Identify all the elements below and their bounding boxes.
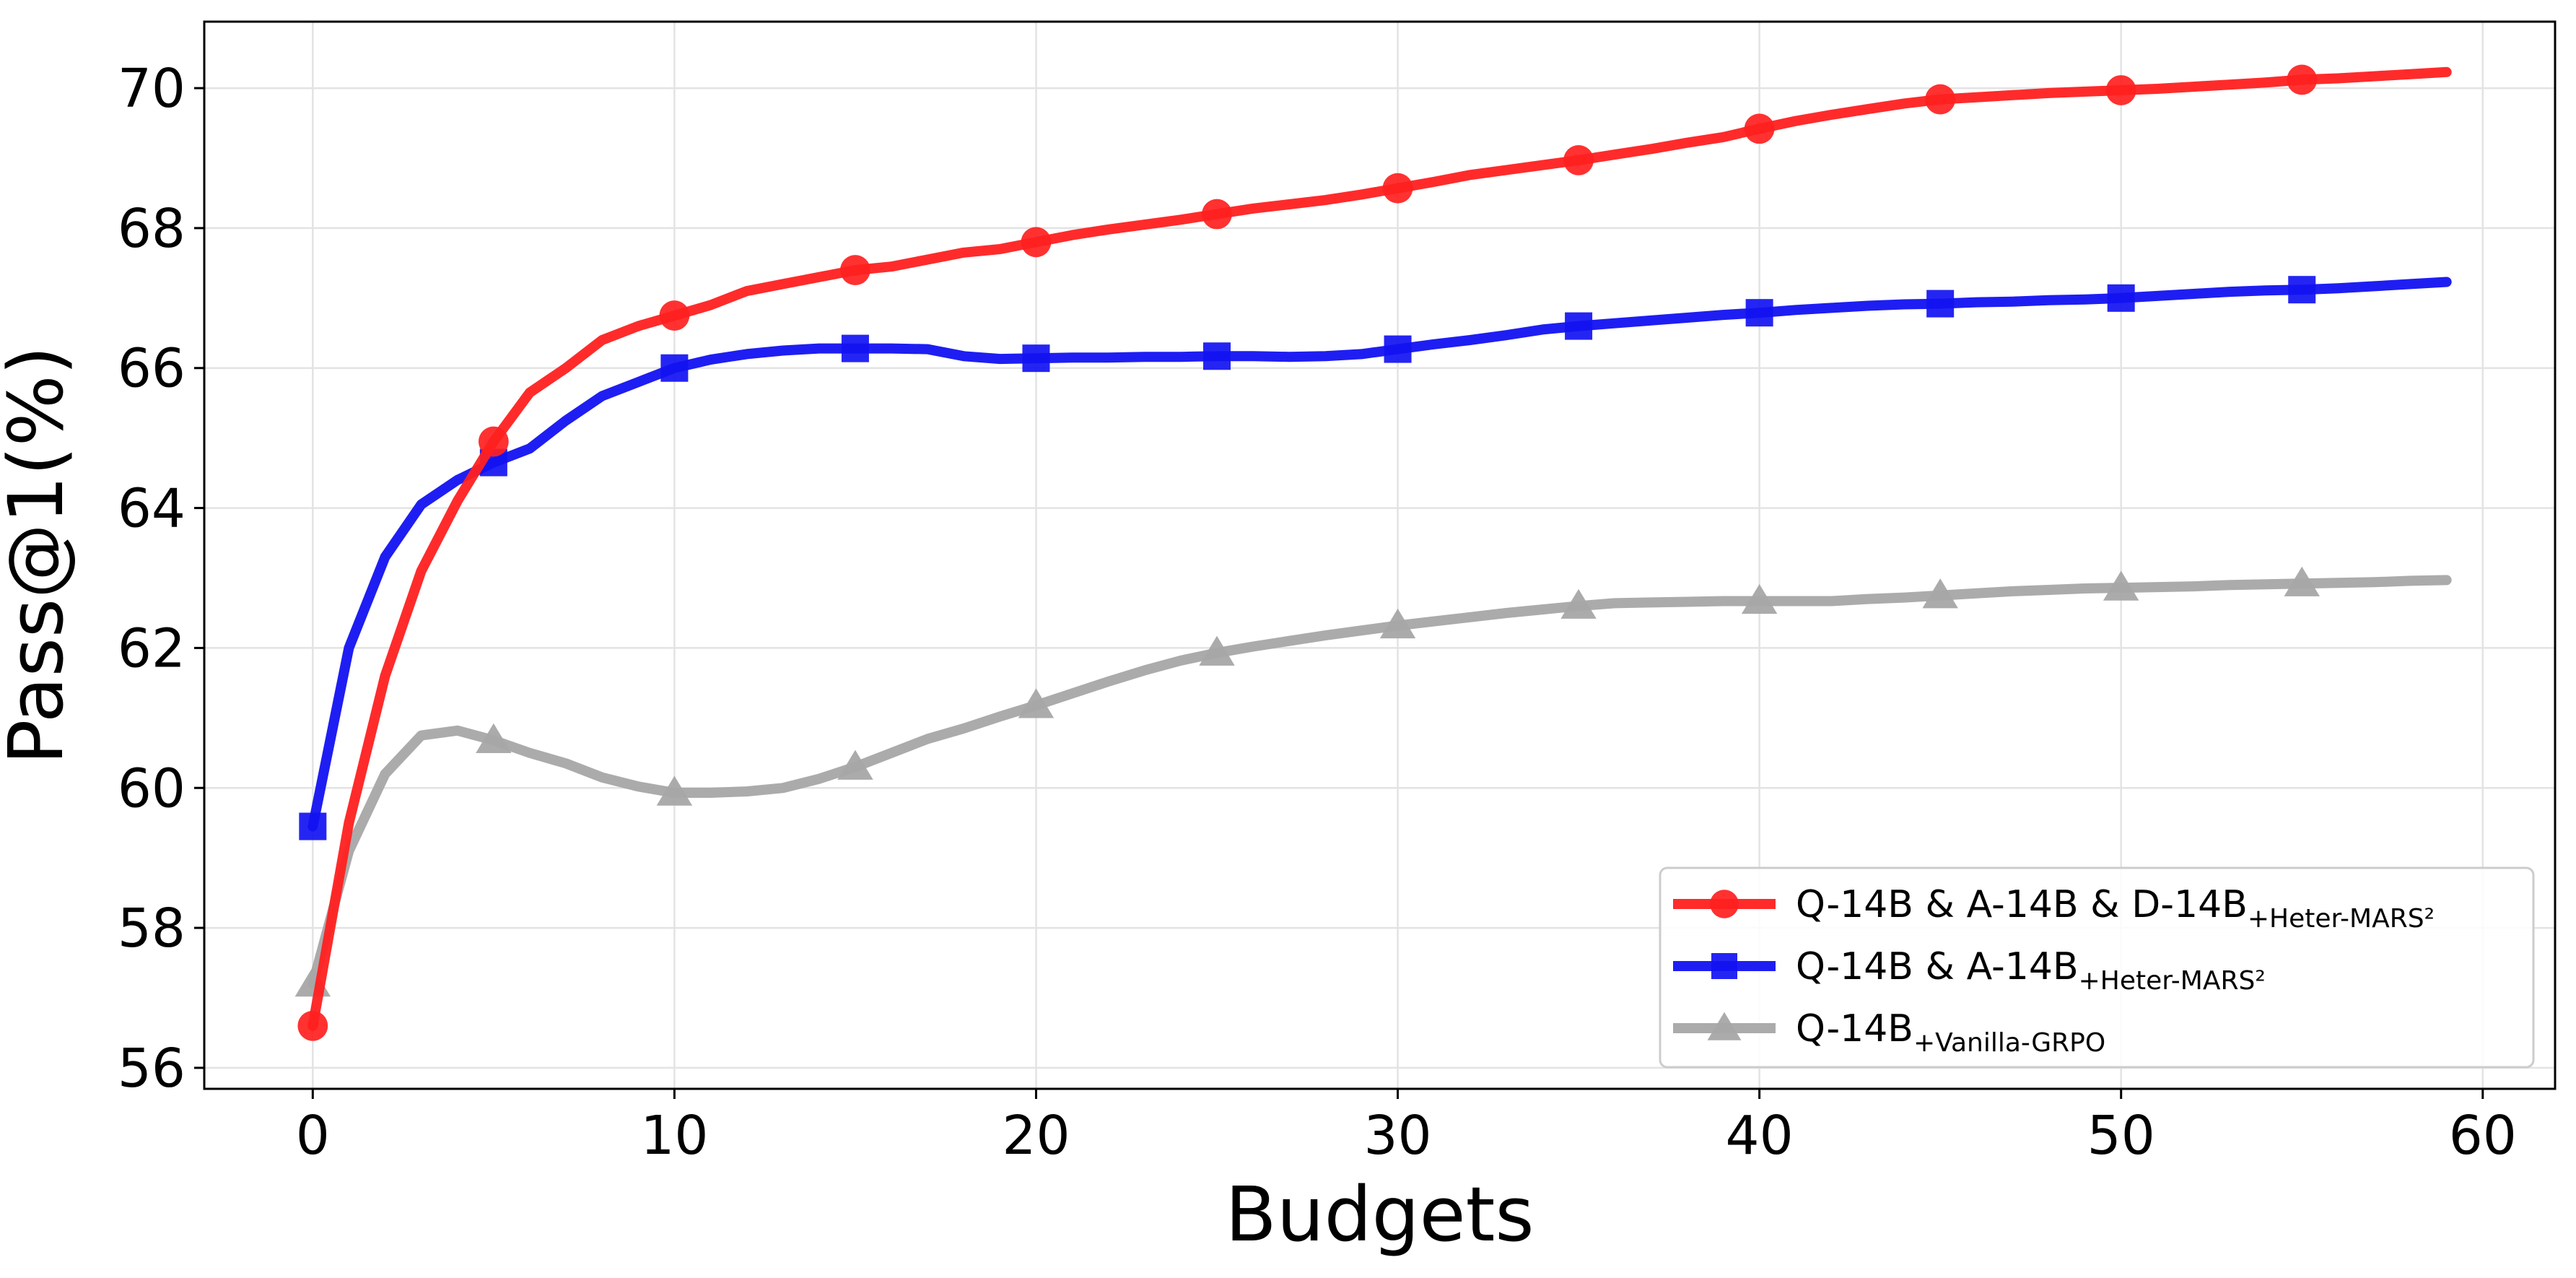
- data-point: [2107, 284, 2135, 312]
- data-point: [1199, 635, 1235, 666]
- legend-entry-2: Q-14B+Vanilla-GRPO: [1673, 1007, 2105, 1058]
- legend-marker-2: [1707, 1012, 1742, 1040]
- legend-box: [1659, 866, 2535, 1069]
- data-point: [1202, 199, 1232, 230]
- data-point: [2103, 570, 2139, 601]
- series-0: [297, 64, 2452, 1041]
- data-point: [837, 749, 873, 780]
- series-lines: [294, 64, 2452, 1041]
- data-point: [476, 723, 512, 754]
- y-axis-title: Pass@1(%): [0, 346, 80, 765]
- data-point: [2288, 276, 2316, 304]
- data-point: [840, 255, 870, 285]
- y-tick-label: 70: [118, 58, 185, 120]
- legend-label-1: Q-14B & A-14B+Heter-MARS²: [1796, 945, 2266, 996]
- data-point: [841, 334, 869, 362]
- grid-lines: [204, 22, 2555, 1089]
- data-point: [1925, 84, 1956, 115]
- legend-label-main-2: Q-14B: [1796, 1007, 1913, 1051]
- x-tick-label: 40: [1726, 1105, 1794, 1167]
- data-point: [1744, 113, 1775, 144]
- y-axis-ticks: 56 58 60 62 64 66 68 70: [118, 58, 204, 1100]
- legend-label-sub-1: +Heter-MARS²: [2079, 966, 2266, 996]
- data-point: [1922, 578, 1958, 609]
- legend-marker-0: [1710, 890, 1739, 918]
- data-point: [2105, 75, 2136, 105]
- data-point: [1379, 608, 1416, 639]
- plot-frame: [203, 20, 2557, 1090]
- y-tick-label: 58: [118, 897, 185, 960]
- legend-label-main-0: Q-14B & A-14B & D-14B: [1796, 883, 2248, 926]
- data-point: [659, 300, 690, 331]
- data-point: [1926, 290, 1955, 318]
- data-point: [299, 812, 327, 840]
- data-point: [1565, 312, 1593, 340]
- legend-label-2: Q-14B+Vanilla-GRPO: [1796, 1007, 2105, 1058]
- legend-label-0: Q-14B & A-14B & D-14B+Heter-MARS²: [1796, 883, 2435, 934]
- y-tick-label: 60: [118, 757, 185, 820]
- x-tick-label: 60: [2449, 1105, 2517, 1167]
- legend-entry-0: Q-14B & A-14B & D-14B+Heter-MARS²: [1673, 883, 2435, 934]
- x-tick-label: 50: [2087, 1105, 2155, 1167]
- data-point: [1203, 342, 1231, 370]
- data-point: [1018, 688, 1055, 718]
- legend-marker-shape: [1707, 1012, 1742, 1040]
- data-point: [478, 426, 509, 457]
- data-point: [1022, 344, 1050, 373]
- data-point: [1021, 227, 1052, 258]
- y-tick-label: 64: [118, 478, 185, 540]
- data-point: [656, 775, 693, 806]
- x-tick-label: 10: [640, 1105, 708, 1167]
- data-point: [297, 1010, 328, 1041]
- y-tick-label: 62: [118, 617, 185, 679]
- series-line-1: [307, 277, 2452, 832]
- legend-marker-shape: [1710, 890, 1739, 918]
- data-point: [660, 354, 689, 382]
- legend-label-sub-2: +Vanilla-GRPO: [1913, 1028, 2105, 1058]
- series-2: [294, 566, 2452, 997]
- data-point: [2287, 64, 2318, 95]
- series-1: [299, 276, 2452, 840]
- data-point: [1741, 583, 1778, 614]
- x-tick-label: 30: [1363, 1105, 1431, 1167]
- data-point: [1745, 299, 1773, 327]
- legend-marker-1: [1711, 953, 1737, 979]
- legend: Q-14B & A-14B & D-14B+Heter-MARS² Q-14B …: [1659, 866, 2535, 1069]
- data-point: [1560, 588, 1597, 619]
- legend-marker-shape: [1711, 953, 1737, 979]
- x-axis-title: Budgets: [1225, 1170, 1534, 1259]
- legend-label-main-1: Q-14B & A-14B: [1796, 945, 2079, 988]
- legend-label-sub-0: +Heter-MARS²: [2248, 904, 2435, 934]
- data-point: [1384, 335, 1412, 363]
- x-axis-ticks: 0 10 20 30 40 50 60: [296, 1089, 2517, 1167]
- y-tick-label: 66: [118, 338, 185, 400]
- legend-entry-1: Q-14B & A-14B+Heter-MARS²: [1673, 945, 2266, 996]
- data-point: [1382, 173, 1413, 204]
- data-point: [2284, 566, 2320, 596]
- x-tick-label: 20: [1002, 1105, 1070, 1167]
- y-tick-label: 68: [118, 198, 185, 260]
- x-tick-label: 0: [296, 1105, 330, 1167]
- y-tick-label: 56: [118, 1038, 185, 1100]
- data-point: [1563, 144, 1594, 175]
